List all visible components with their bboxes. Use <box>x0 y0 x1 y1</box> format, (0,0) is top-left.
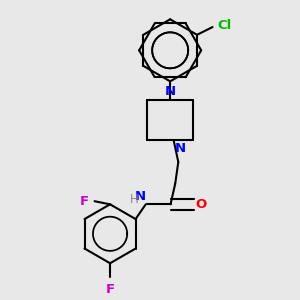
Text: N: N <box>135 190 146 203</box>
Text: N: N <box>175 142 186 155</box>
Text: H: H <box>130 193 139 206</box>
Text: F: F <box>106 283 115 296</box>
Text: F: F <box>80 195 89 208</box>
Text: Cl: Cl <box>217 19 231 32</box>
Text: N: N <box>165 85 176 98</box>
Text: O: O <box>195 198 206 211</box>
